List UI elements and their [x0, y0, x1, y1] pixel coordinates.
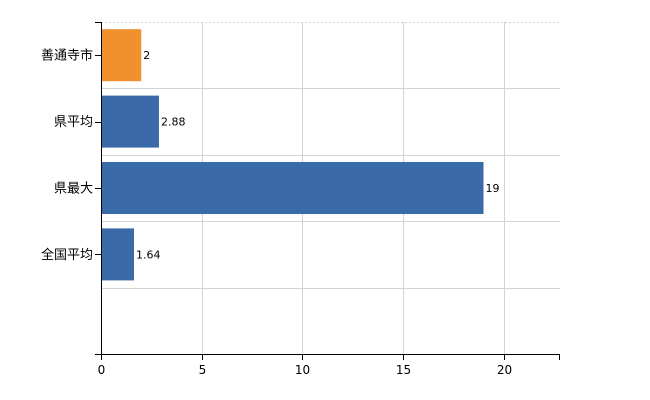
data-label-1: 2.88 — [161, 116, 186, 129]
category-label-2: 県最大 — [54, 182, 93, 197]
category-label-1: 県平均 — [54, 115, 93, 130]
bars — [101, 29, 484, 281]
data-label-0: 2 — [143, 49, 150, 62]
x-tick-label-2: 10 — [295, 363, 310, 377]
bar-3 — [101, 228, 135, 281]
axes — [95, 22, 560, 360]
data-label-3: 1.64 — [136, 248, 161, 261]
bar-0 — [101, 29, 142, 82]
bar-2 — [101, 162, 484, 214]
category-label-0: 善通寺市 — [41, 48, 93, 64]
labels: 善通寺市 2 県平均 2.88 県最大 19 全国平均 1.64 0 5 10 15 20 — [41, 48, 512, 377]
x-tick-label-4: 20 — [497, 363, 512, 377]
grid-lines — [101, 22, 560, 354]
bar-1 — [101, 95, 159, 148]
data-label-2: 19 — [486, 182, 500, 195]
category-label-3: 全国平均 — [41, 247, 93, 263]
x-tick-label-0: 0 — [98, 363, 106, 377]
x-tick-label-1: 5 — [199, 363, 207, 377]
x-tick-label-3: 15 — [396, 363, 411, 377]
